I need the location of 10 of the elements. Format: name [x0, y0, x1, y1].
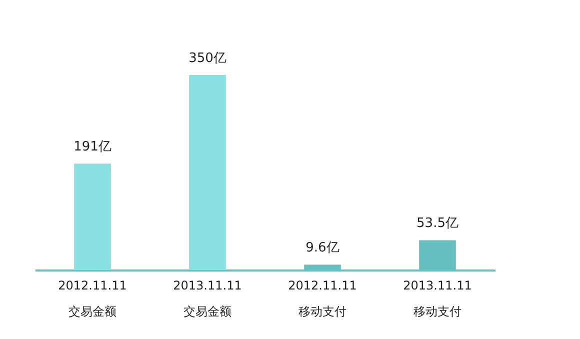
x-tick-label: 2012.11.11 交易金额	[58, 278, 127, 318]
x-tick-label: 2013.11.11 移动支付	[403, 278, 472, 318]
x-tick-label: 2013.11.11 交易金额	[173, 278, 242, 318]
x-tick-label: 2012.11.11 移动支付	[288, 278, 357, 318]
data-label: 53.5亿	[416, 216, 458, 232]
data-label: 350亿	[188, 51, 226, 66]
bar	[189, 75, 226, 270]
bar	[74, 164, 111, 270]
data-label: 191亿	[74, 140, 112, 155]
data-label: 9.6亿	[306, 240, 340, 256]
